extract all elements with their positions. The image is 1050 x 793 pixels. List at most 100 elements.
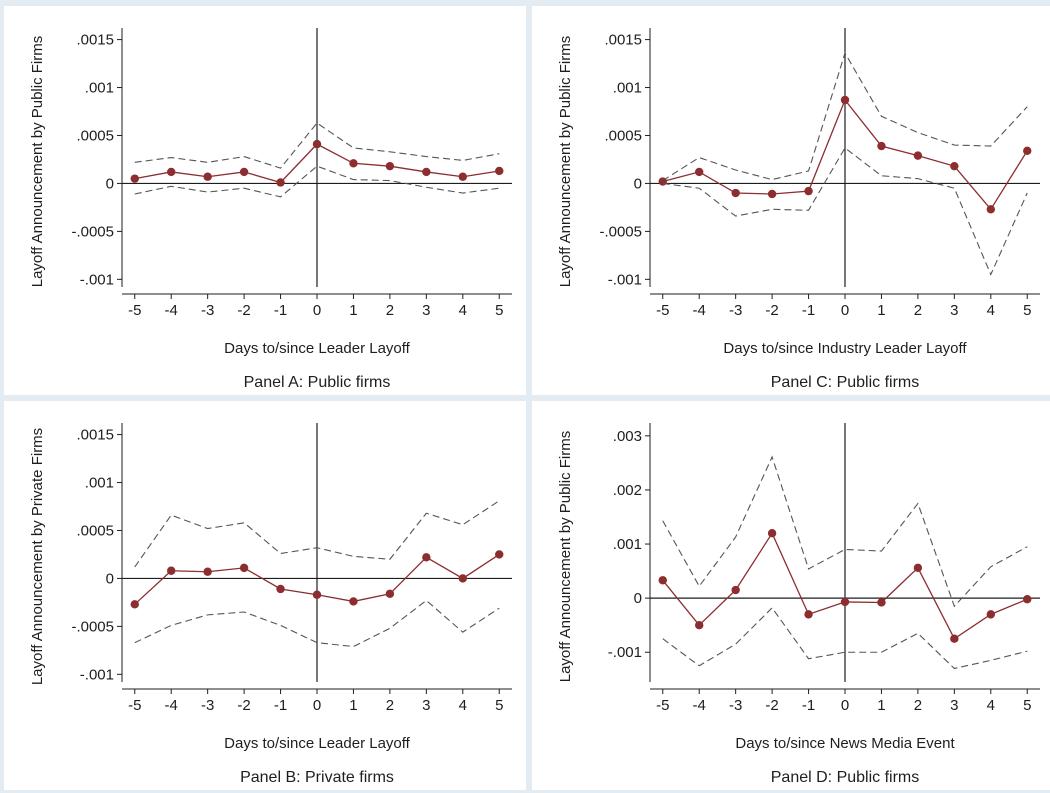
chart-2-estimate-point <box>986 205 995 214</box>
chart-1-y-tick-label: -.001 <box>80 271 114 288</box>
chart-4-x-tick-label: -2 <box>765 697 778 714</box>
chart-2-estimate-point <box>1023 146 1032 156</box>
chart-4-estimate-point <box>767 529 777 538</box>
chart-4-estimate-point <box>913 563 923 573</box>
panel-a-chart: .0015 .001 .0005 0 -.0005 -.001 -5 -4 -3 -2 -1 0 1 2 3… <box>29 28 512 391</box>
panel-b-chart: .0015 .001 .0005 0 -.0005 -.001 -5 -4 -3 -2 -1 0 1 2 3… <box>29 423 512 786</box>
chart-2-upper-ci-line <box>662 51 1028 182</box>
chart-3-estimate-point <box>239 563 249 573</box>
chart-2-x-tick-label: -1 <box>802 302 815 319</box>
panel-b: .0015 .001 .0005 0 -.0005 -.001 -5 -4 -3 -2 -1 0 1 2 3… <box>4 401 526 790</box>
chart-2-x-tick-label: -5 <box>656 302 669 319</box>
chart-1-estimate-point <box>312 139 322 149</box>
panel-c-chart: .0015 .001 .0005 0 -.0005 -.001 -5 -4 -3 -2 -1 0 1 2 3… <box>557 28 1040 391</box>
chart-1-estimate-point <box>203 172 212 181</box>
chart-1-y-tick-label: .0015 <box>76 32 114 49</box>
chart-2-y-tick-label: .0015 <box>604 32 642 49</box>
chart-1-estimate-point <box>495 166 504 176</box>
chart-4-x-tick-label: -1 <box>802 697 815 714</box>
chart-2-estimate-point <box>695 167 704 177</box>
chart-4-x-tick-label: -4 <box>693 697 706 714</box>
chart-2-y-title: Layoff Announcement by Public Firms <box>557 36 574 288</box>
chart-4-y-title: Layoff Announcement by Public Firms <box>557 431 574 683</box>
chart-2-x-tick-label: 5 <box>1023 302 1031 319</box>
chart-2-y-tick-label: 0 <box>634 175 642 192</box>
panel-c: .0015 .001 .0005 0 -.0005 -.001 -5 -4 -3 -2 -1 0 1 2 3… <box>532 6 1050 395</box>
chart-3-estimate-point <box>312 590 322 599</box>
chart-3-estimate-point <box>167 566 176 575</box>
chart-4-estimate-point <box>731 585 740 595</box>
chart-4-y-tick-label: 0 <box>634 590 642 607</box>
chart-2-estimate-point <box>767 189 777 199</box>
chart-2-estimate-point <box>877 141 886 151</box>
chart-3-caption: Panel B: Private firms <box>240 769 394 786</box>
chart-1-estimate-point <box>130 174 139 183</box>
chart-1-x-title: Days to/since Leader Layoff <box>224 340 411 357</box>
chart-1-x-tick-label: -3 <box>201 302 214 319</box>
chart-4-x-title: Days to/since News Media Event <box>735 735 955 752</box>
chart-3-upper-ci-line <box>134 500 500 568</box>
chart-3-x-tick-label: 4 <box>459 697 467 714</box>
chart-1-x-tick-label: 4 <box>459 302 467 319</box>
chart-1-y-tick-label: .001 <box>85 80 114 97</box>
chart-1-estimate-point <box>349 159 358 168</box>
chart-3-estimate-point <box>349 597 358 606</box>
chart-4-x-tick-label: 0 <box>841 697 849 714</box>
chart-2-x-tick-label: 1 <box>877 302 885 319</box>
panel-d: .003 .002 .001 0 -.001 -5 -4 -3 -2 -1 0 1 2 3 4 5 Days t… <box>532 401 1050 790</box>
chart-2-y-tick-label: .0005 <box>604 127 642 144</box>
chart-1-x-tick-label: -2 <box>237 302 250 319</box>
chart-3-y-tick-label: -.001 <box>80 666 114 683</box>
chart-1-lower-ci-line <box>134 165 500 198</box>
chart-1-x-tick-label: -1 <box>274 302 287 319</box>
chart-3-x-tick-label: -5 <box>128 697 141 714</box>
chart-2-x-tick-label: 3 <box>950 302 958 319</box>
chart-1-estimate-point <box>167 167 176 177</box>
chart-4-estimate-point <box>840 597 850 607</box>
chart-4-estimate-point <box>804 610 813 619</box>
chart-2-x-tick-label: 4 <box>987 302 995 319</box>
chart-3-y-tick-label: -.0005 <box>71 618 114 635</box>
chart-4-x-tick-label: 4 <box>987 697 995 714</box>
chart-3-x-tick-label: 1 <box>349 697 357 714</box>
chart-1-x-tick-label: 1 <box>349 302 357 319</box>
chart-3-estimate-point <box>422 553 431 562</box>
chart-1-estimate-point <box>385 161 395 171</box>
chart-3-lower-ci-line <box>134 599 500 648</box>
chart-1-y-tick-label: .0005 <box>76 127 114 144</box>
chart-2-y-tick-label: .001 <box>613 80 642 97</box>
chart-2-estimate-point <box>804 186 813 196</box>
chart-4-caption: Panel D: Public firms <box>771 769 920 786</box>
chart-4-x-tick-label: -5 <box>656 697 669 714</box>
chart-2-x-tick-label: 2 <box>914 302 922 319</box>
chart-2-estimate-point <box>840 95 850 105</box>
panel-a: .0015 .001 .0005 0 -.0005 -.001 -5 -4 -3 -2 -1 0 1 2 3… <box>4 6 526 395</box>
chart-2-x-tick-label: -3 <box>729 302 742 319</box>
chart-4-x-tick-label: 1 <box>877 697 885 714</box>
chart-1-estimate-point <box>276 178 285 187</box>
chart-4-y-tick-label: -.001 <box>608 644 642 661</box>
chart-4-y-tick-label: .001 <box>613 536 642 553</box>
chart-3-x-tick-label: -1 <box>274 697 287 714</box>
chart-4-estimate-point <box>658 576 667 585</box>
chart-4-upper-ci-line <box>662 455 1028 608</box>
chart-4-estimate-point <box>695 620 704 630</box>
chart-3-y-tick-label: .0005 <box>76 522 114 539</box>
chart-3-estimate-point <box>458 574 467 583</box>
chart-2-x-tick-label: 0 <box>841 302 849 319</box>
chart-2-x-title: Days to/since Industry Leader Layoff <box>723 340 967 357</box>
chart-4-x-tick-label: 2 <box>914 697 922 714</box>
chart-1-upper-ci-line <box>134 122 500 169</box>
chart-3-x-tick-label: 2 <box>386 697 394 714</box>
panel-d-chart: .003 .002 .001 0 -.001 -5 -4 -3 -2 -1 0 1 2 3 4 5 Days t… <box>557 423 1040 786</box>
chart-2-y-tick-label: -.0005 <box>599 223 642 240</box>
chart-2-estimate-point <box>913 151 923 160</box>
chart-4-y-tick-label: .003 <box>613 428 642 445</box>
chart-1-y-tick-label: -.0005 <box>71 223 114 240</box>
chart-1-caption: Panel A: Public firms <box>244 374 391 391</box>
chart-2-estimate-point <box>731 188 740 198</box>
chart-4-estimate-point <box>986 610 995 619</box>
chart-3-x-tick-label: 3 <box>422 697 430 714</box>
chart-3-x-tick-label: -2 <box>237 697 250 714</box>
chart-2-x-tick-label: -2 <box>765 302 778 319</box>
